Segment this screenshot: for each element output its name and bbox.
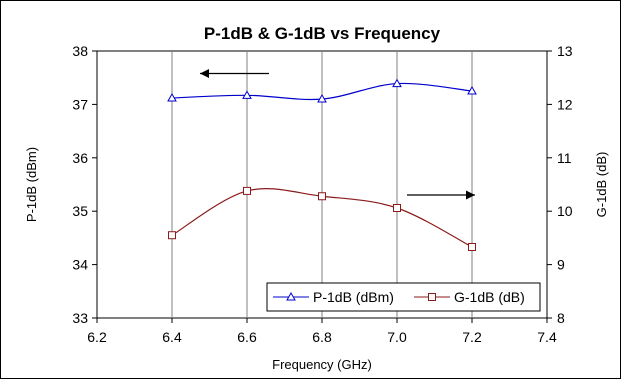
y-left-tick-label: 35 xyxy=(72,203,88,219)
legend: P-1dB (dBm) G-1dB (dB) xyxy=(266,282,541,312)
x-tick-label: 6.2 xyxy=(87,329,107,345)
y-right-axis-ticks: 8 9 10 11 12 13 xyxy=(547,43,573,326)
legend-label-g1db: G-1dB (dB) xyxy=(454,289,525,305)
y-left-tick-label: 33 xyxy=(72,310,88,326)
chart-title: P-1dB & G-1dB vs Frequency xyxy=(204,24,441,43)
series-layer xyxy=(167,78,477,251)
legend-box xyxy=(266,282,541,312)
left-axis-arrow-head xyxy=(200,69,209,78)
right-axis-arrow-head xyxy=(466,190,475,200)
data-point-p1db xyxy=(242,90,252,99)
x-tick-label: 6.4 xyxy=(162,329,182,345)
y-right-tick-label: 9 xyxy=(557,257,565,273)
legend-label-p1db: P-1dB (dBm) xyxy=(313,289,394,305)
x-tick-label: 7.0 xyxy=(387,329,407,345)
data-point-p1db xyxy=(392,78,402,88)
y-left-tick-label: 38 xyxy=(72,43,88,59)
y-left-tick-label: 36 xyxy=(72,150,88,166)
data-point-g1db xyxy=(468,242,476,251)
x-tick-label: 6.6 xyxy=(237,329,257,345)
data-point-g1db xyxy=(318,192,326,201)
y-right-axis-title: G-1dB (dB) xyxy=(594,152,609,218)
data-point-p1db xyxy=(467,86,477,95)
x-tick-label: 6.8 xyxy=(312,329,332,345)
y-right-tick-label: 11 xyxy=(557,150,572,166)
y-left-axis-ticks: 33 34 35 36 37 38 xyxy=(72,43,97,326)
y-left-axis-title: P-1dB (dBm) xyxy=(24,147,39,222)
y-right-tick-label: 8 xyxy=(557,310,565,326)
data-point-g1db xyxy=(393,203,401,212)
data-point-p1db xyxy=(167,92,177,102)
data-point-p1db xyxy=(317,94,327,103)
x-tick-label: 7.2 xyxy=(462,329,482,345)
legend-marker-p1db xyxy=(286,291,296,301)
y-right-tick-label: 12 xyxy=(557,96,573,112)
x-axis-title: Frequency (GHz) xyxy=(272,357,372,372)
x-axis-ticks: 6.2 6.4 6.6 6.8 7.0 7.2 7.4 xyxy=(87,318,557,345)
data-point-g1db xyxy=(168,231,176,240)
x-tick-label: 7.4 xyxy=(537,329,557,345)
data-point-g1db xyxy=(243,186,251,195)
y-right-tick-label: 10 xyxy=(557,203,573,219)
annotation-layer xyxy=(200,69,475,200)
y-left-tick-label: 34 xyxy=(72,257,88,273)
legend-marker-g1db xyxy=(428,293,436,301)
y-left-tick-label: 37 xyxy=(72,96,88,112)
y-right-tick-label: 13 xyxy=(557,43,573,59)
